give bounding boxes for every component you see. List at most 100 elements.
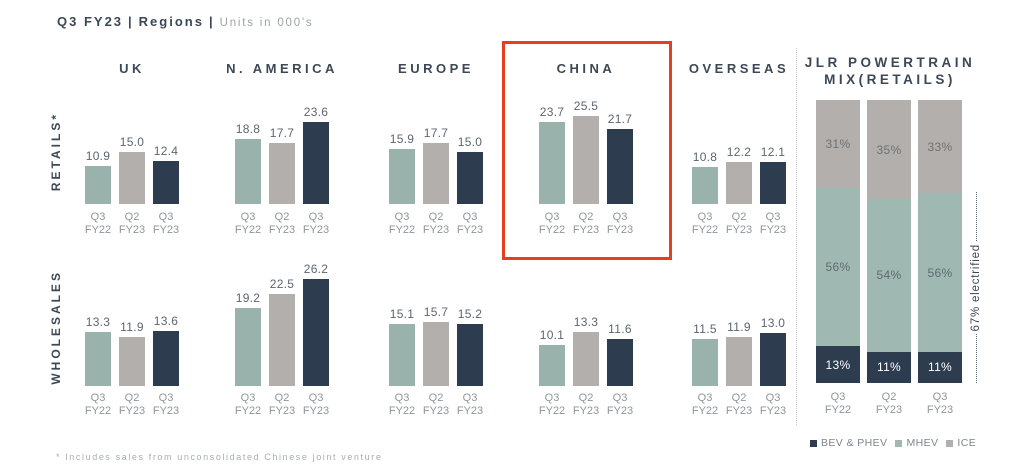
- bar-rect: [119, 152, 145, 204]
- powertrain-stacked-bar-q3-fy22: 31% 56% 13%: [816, 100, 860, 383]
- tick-quarter: Q2: [124, 392, 140, 404]
- title-units: Units in 000's: [219, 17, 314, 29]
- tick-quarter: Q2: [731, 211, 747, 223]
- row-label-wholesales: WHOLESALES: [49, 270, 63, 385]
- axis-ticks-wholesales-n-america: Q3 FY22 Q2 FY23 Q3 FY23: [235, 392, 329, 418]
- region-column-china: CHINA 23.7 25.5 21.7 Q3 FY22 Q2 FY23 Q3 FY23 10.1 1…: [530, 0, 642, 430]
- segment-bev-phev-q2-fy23: 11%: [867, 351, 911, 383]
- bar-rect: [692, 339, 718, 386]
- tick-fiscal-year: FY23: [422, 405, 450, 417]
- bar-rect: [235, 139, 261, 204]
- tick-fiscal-year: FY23: [302, 224, 330, 236]
- bar-rect: [607, 339, 633, 386]
- tick-quarter: Q3: [394, 392, 410, 404]
- bracket-dotted-line-bottom: [975, 334, 977, 383]
- tick-fiscal-year: FY23: [422, 224, 450, 236]
- tick-fiscal-year: FY23: [572, 405, 600, 417]
- bar-retails-overseas-q3-fy23: 12.1: [760, 145, 786, 204]
- tick-fiscal-year: FY23: [759, 405, 787, 417]
- bar-rect: [423, 143, 449, 204]
- axis-tick: Q2 FY23: [726, 211, 752, 237]
- tick-quarter: Q3: [308, 392, 324, 404]
- bar-value-label: 25.5: [573, 99, 599, 113]
- tick-fiscal-year: FY23: [456, 405, 484, 417]
- bar-wholesales-overseas-q3-fy23: 13.0: [760, 316, 786, 386]
- tick-quarter: Q3: [462, 211, 478, 223]
- tick-fiscal-year: FY22: [84, 224, 112, 236]
- tick-quarter: Q3: [462, 392, 478, 404]
- bar-value-label: 17.7: [269, 126, 295, 140]
- region-header-china: CHINA: [556, 61, 616, 76]
- tick-quarter: Q2: [428, 392, 444, 404]
- bar-value-label: 13.3: [85, 315, 111, 329]
- bar-value-label: 13.0: [760, 316, 786, 330]
- bar-value-label: 26.2: [303, 262, 329, 276]
- bar-value-label: 15.2: [457, 307, 483, 321]
- bar-wholesales-europe-q3-fy23: 15.2: [457, 307, 483, 386]
- china-highlight-box: [502, 41, 672, 260]
- bar-value-label: 11.9: [727, 320, 751, 334]
- bar-retails-china-q3-fy22: 23.7: [539, 105, 565, 204]
- bar-retails-europe-q3-fy22: 15.9: [389, 132, 415, 204]
- bar-rect: [573, 332, 599, 386]
- axis-ticks-wholesales-uk: Q3 FY22 Q2 FY23 Q3 FY23: [85, 392, 179, 418]
- title-separator: |: [208, 14, 215, 29]
- wholesales-bar-group-europe: 15.1 15.7 15.2: [389, 261, 483, 386]
- bar-value-label: 13.6: [153, 314, 179, 328]
- powertrain-title-line1: JLR POWERTRAIN: [804, 55, 976, 70]
- bar-rect: [726, 162, 752, 204]
- bar-value-label: 12.4: [153, 144, 179, 158]
- bar-wholesales-europe-q3-fy22: 15.1: [389, 307, 415, 386]
- axis-tick: Q2 FY23: [726, 392, 752, 418]
- row-label-retails: RETAILS*: [49, 112, 63, 192]
- bar-value-label: 15.0: [457, 135, 483, 149]
- bar-rect: [269, 294, 295, 386]
- bar-rect: [389, 324, 415, 386]
- bar-wholesales-n-america-q3-fy22: 19.2: [235, 291, 261, 386]
- axis-ticks-retails-overseas: Q3 FY22 Q2 FY23 Q3 FY23: [692, 211, 786, 237]
- legend-swatch-ice: [946, 439, 954, 447]
- powertrain-bars: 31% 56% 13% 35% 54% 11% 33% 56% 11%: [816, 100, 962, 383]
- bar-wholesales-uk-q3-fy23: 13.6: [153, 314, 179, 386]
- bar-value-label: 18.8: [235, 122, 261, 136]
- bar-value-label: 15.7: [423, 305, 449, 319]
- axis-ticks-retails-n-america: Q3 FY22 Q2 FY23 Q3 FY23: [235, 211, 329, 237]
- bar-rect: [85, 332, 111, 386]
- axis-tick: Q3 FY22: [389, 211, 415, 237]
- bar-wholesales-overseas-q2-fy23: 11.9: [726, 320, 752, 386]
- axis-tick: Q3 FY23: [607, 392, 633, 418]
- bar-retails-n-america-q3-fy22: 18.8: [235, 122, 261, 204]
- tick-fiscal-year: FY22: [234, 224, 262, 236]
- tick-fiscal-year: FY23: [152, 405, 180, 417]
- tick-quarter: Q2: [578, 392, 594, 404]
- bar-rect: [389, 149, 415, 204]
- bar-rect: [119, 337, 145, 386]
- tick-quarter: Q2: [881, 391, 897, 403]
- powertrain-stacked-bar-q3-fy23: 33% 56% 11%: [918, 100, 962, 383]
- powertrain-stacked-bar-q2-fy23: 35% 54% 11%: [867, 100, 911, 383]
- tick-quarter: Q3: [544, 211, 560, 223]
- tick-fiscal-year: FY23: [118, 405, 146, 417]
- bracket-dotted-line-top: [975, 192, 977, 241]
- bar-rect: [423, 322, 449, 386]
- bar-rect: [235, 308, 261, 386]
- axis-tick: Q2 FY23: [119, 211, 145, 237]
- bar-value-label: 23.7: [539, 105, 565, 119]
- tick-fiscal-year: FY22: [538, 405, 566, 417]
- bar-value-label: 10.1: [539, 328, 565, 342]
- tick-fiscal-year: FY23: [875, 404, 903, 416]
- tick-fiscal-year: FY22: [84, 405, 112, 417]
- legend-item-mhev: MHEV: [895, 437, 938, 449]
- bar-rect: [303, 279, 329, 386]
- tick-fiscal-year: FY23: [606, 405, 634, 417]
- axis-tick: Q3 FY23: [303, 392, 329, 418]
- axis-tick: Q2 FY23: [423, 211, 449, 237]
- legend-swatch-bev-phev: [810, 439, 817, 447]
- bar-rect: [692, 167, 718, 204]
- bar-retails-overseas-q2-fy23: 12.2: [726, 145, 752, 204]
- footnote: * Includes sales from unconsolidated Chi…: [56, 452, 383, 462]
- segment-ice-q3-fy23: 33%: [918, 100, 962, 194]
- bar-rect: [539, 122, 565, 204]
- axis-ticks-retails-europe: Q3 FY22 Q2 FY23 Q3 FY23: [389, 211, 483, 237]
- bar-value-label: 11.9: [120, 320, 144, 334]
